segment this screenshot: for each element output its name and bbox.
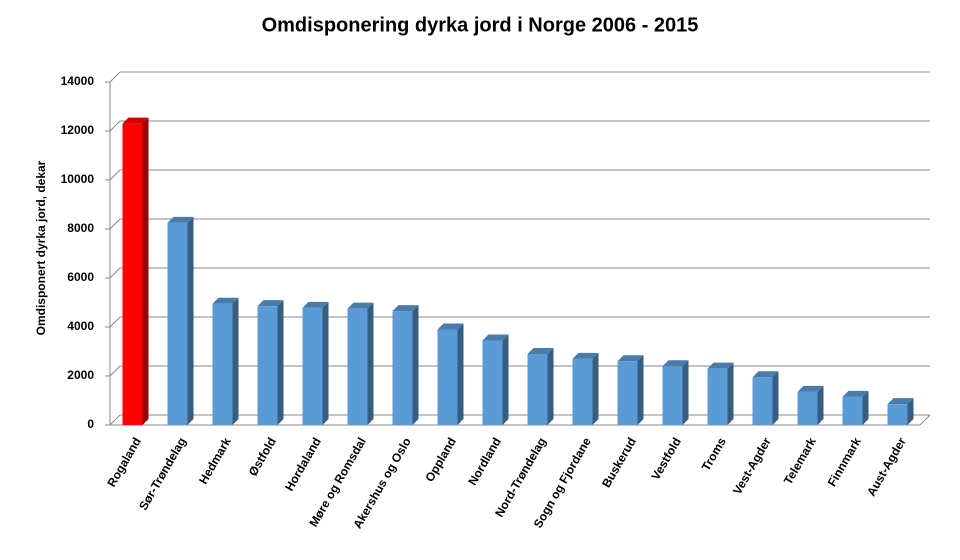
bar-top [257, 300, 284, 307]
y-tick-label: 12000 [61, 123, 95, 137]
bar-side [592, 352, 599, 425]
bar-top [662, 360, 689, 367]
bar-side [277, 300, 284, 425]
bar [617, 361, 638, 425]
bar-top [167, 216, 194, 223]
bar [437, 329, 458, 425]
grid-diagonal [109, 169, 121, 181]
bar-side [232, 297, 239, 425]
x-tick-label: Hedmark [196, 435, 234, 487]
bar [707, 368, 728, 425]
bar-top [887, 398, 914, 405]
bar [122, 123, 143, 426]
y-tick-label: 8000 [67, 221, 94, 235]
bar-side [547, 347, 554, 425]
x-tick-label: Oppland [422, 435, 458, 484]
grid-diagonal [109, 120, 121, 132]
y-tick-label: 10000 [61, 172, 95, 186]
bar [347, 308, 368, 425]
bar [797, 391, 818, 425]
y-axis-label: Omdisponert dyrka jord, dekar [34, 160, 48, 335]
grid-diagonal [109, 365, 121, 377]
bar-side [322, 301, 329, 425]
bar-side [502, 334, 509, 425]
bar-side [457, 323, 464, 425]
grid-diagonal [109, 71, 121, 83]
y-tick-label: 4000 [67, 319, 94, 333]
bar-top [617, 355, 644, 362]
bar-top [302, 301, 329, 308]
bar-side [637, 355, 644, 425]
bar-top [482, 334, 509, 341]
bar-top [572, 352, 599, 359]
x-tick-label: Hordaland [282, 435, 324, 493]
bar [302, 307, 323, 425]
bar-side [817, 385, 824, 425]
x-tick-label: Buskerud [599, 435, 639, 490]
y-tick-label: 6000 [67, 270, 94, 284]
bar-top [347, 302, 374, 309]
y-tick-label: 14000 [61, 74, 95, 88]
grid-diagonal [109, 414, 121, 426]
x-tick-label: Vestfold [648, 435, 683, 482]
bar-side [682, 360, 689, 425]
x-tick-label: Rogaland [104, 435, 143, 489]
bar [752, 377, 773, 425]
bar [572, 358, 593, 425]
bar-top [212, 297, 239, 304]
bar [842, 396, 863, 425]
bar-top [842, 390, 869, 397]
bar-side [862, 390, 869, 425]
bar [212, 303, 233, 425]
x-tick-label: Telemark [781, 435, 819, 487]
bar-side [367, 302, 374, 425]
bar-side [727, 362, 734, 425]
bar-side [907, 398, 914, 425]
x-tick-label: Vest-Agder [730, 435, 774, 497]
bar [392, 311, 413, 425]
bar-top [797, 385, 824, 392]
bar [662, 366, 683, 425]
x-tick-label: Finnmark [825, 435, 864, 489]
bar-top [527, 347, 554, 354]
bar-side [142, 117, 149, 426]
bar-side [772, 371, 779, 425]
x-tick-label: Nordland [465, 435, 503, 488]
grid-diagonal [109, 218, 121, 230]
chart-title: Omdisponering dyrka jord i Norge 2006 - … [262, 14, 699, 36]
bar-side [187, 216, 194, 425]
bar-top [392, 305, 419, 312]
x-tick-label: Aust-Agder [864, 435, 909, 499]
bar [257, 306, 278, 425]
bar [482, 340, 503, 425]
y-tick-label: 0 [87, 417, 94, 431]
bar-top [752, 371, 779, 378]
bar [887, 404, 908, 425]
x-tick-label: Sør-Trøndelag [136, 435, 189, 512]
x-tick-label: Østfold [246, 435, 279, 478]
bar-top [707, 362, 734, 369]
floor-side [919, 414, 931, 426]
x-tick-label: Troms [699, 435, 729, 473]
grid-diagonal [109, 316, 121, 328]
grid-diagonal [109, 267, 121, 279]
bar-side [412, 305, 419, 425]
bar-top [437, 323, 464, 330]
y-tick-label: 2000 [67, 368, 94, 382]
bar [167, 222, 188, 425]
bar-top [122, 117, 149, 124]
bar [527, 353, 548, 425]
